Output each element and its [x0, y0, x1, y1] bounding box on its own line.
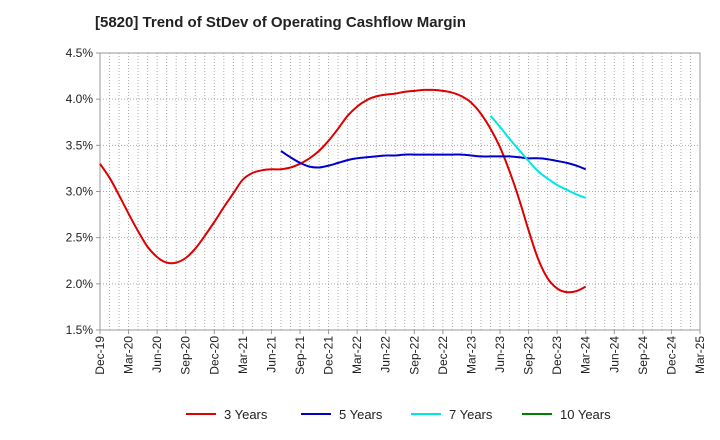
- chart-title: [5820] Trend of StDev of Operating Cashf…: [95, 14, 466, 31]
- grid: [100, 53, 700, 330]
- x-tick-label: Dec-23: [550, 336, 564, 375]
- series-line-3-years: [99, 88, 587, 294]
- x-axis-ticks: Dec-19 Mar-20 Jun-20 Sep-20 Dec-20 Mar-21 Jun-…: [93, 330, 707, 375]
- x-tick-label: Dec-19: [93, 336, 107, 375]
- y-axis-ticks: 1.5% 2.0% 2.5% 3.0% 3.5% 4.0% 4.5%: [66, 46, 100, 337]
- legend: 3 Years 5 Years 7 Years 10 Years: [186, 407, 611, 422]
- x-tick-label: Jun-23: [493, 336, 507, 373]
- legend-label-5-years: 5 Years: [339, 407, 383, 422]
- x-tick-label: Jun-24: [607, 336, 621, 373]
- x-tick-label: Jun-22: [379, 336, 393, 373]
- x-tick-label: Sep-21: [293, 336, 307, 375]
- y-tick-label: 4.0%: [66, 92, 94, 106]
- x-tick-label: Dec-21: [322, 336, 336, 375]
- x-tick-label: Mar-20: [122, 336, 136, 374]
- legend-label-7-years: 7 Years: [449, 407, 493, 422]
- x-tick-label: Jun-21: [264, 336, 278, 373]
- x-tick-label: Mar-23: [464, 336, 478, 374]
- y-tick-label: 2.0%: [66, 277, 94, 291]
- x-tick-label: Sep-23: [522, 336, 536, 375]
- x-tick-label: Jun-20: [150, 336, 164, 373]
- y-tick-label: 2.5%: [66, 231, 94, 245]
- series-lines: [99, 88, 587, 294]
- legend-label-10-years: 10 Years: [560, 407, 611, 422]
- series-line-5-years: [280, 150, 587, 171]
- x-tick-label: Mar-24: [579, 336, 593, 374]
- x-tick-label: Mar-21: [236, 336, 250, 374]
- y-tick-label: 4.5%: [66, 46, 94, 60]
- x-tick-label: Sep-20: [179, 336, 193, 375]
- x-tick-label: Sep-22: [407, 336, 421, 375]
- y-tick-label: 3.5%: [66, 138, 94, 152]
- x-tick-label: Mar-25: [693, 336, 707, 374]
- series-line-7-years: [489, 115, 587, 199]
- x-tick-label: Dec-22: [436, 336, 450, 375]
- y-tick-label: 1.5%: [66, 323, 94, 337]
- x-tick-label: Sep-24: [636, 336, 650, 375]
- y-tick-label: 3.0%: [66, 185, 94, 199]
- x-tick-label: Dec-24: [664, 336, 678, 375]
- x-tick-label: Mar-22: [350, 336, 364, 374]
- x-tick-label: Dec-20: [207, 336, 221, 375]
- legend-label-3-years: 3 Years: [224, 407, 268, 422]
